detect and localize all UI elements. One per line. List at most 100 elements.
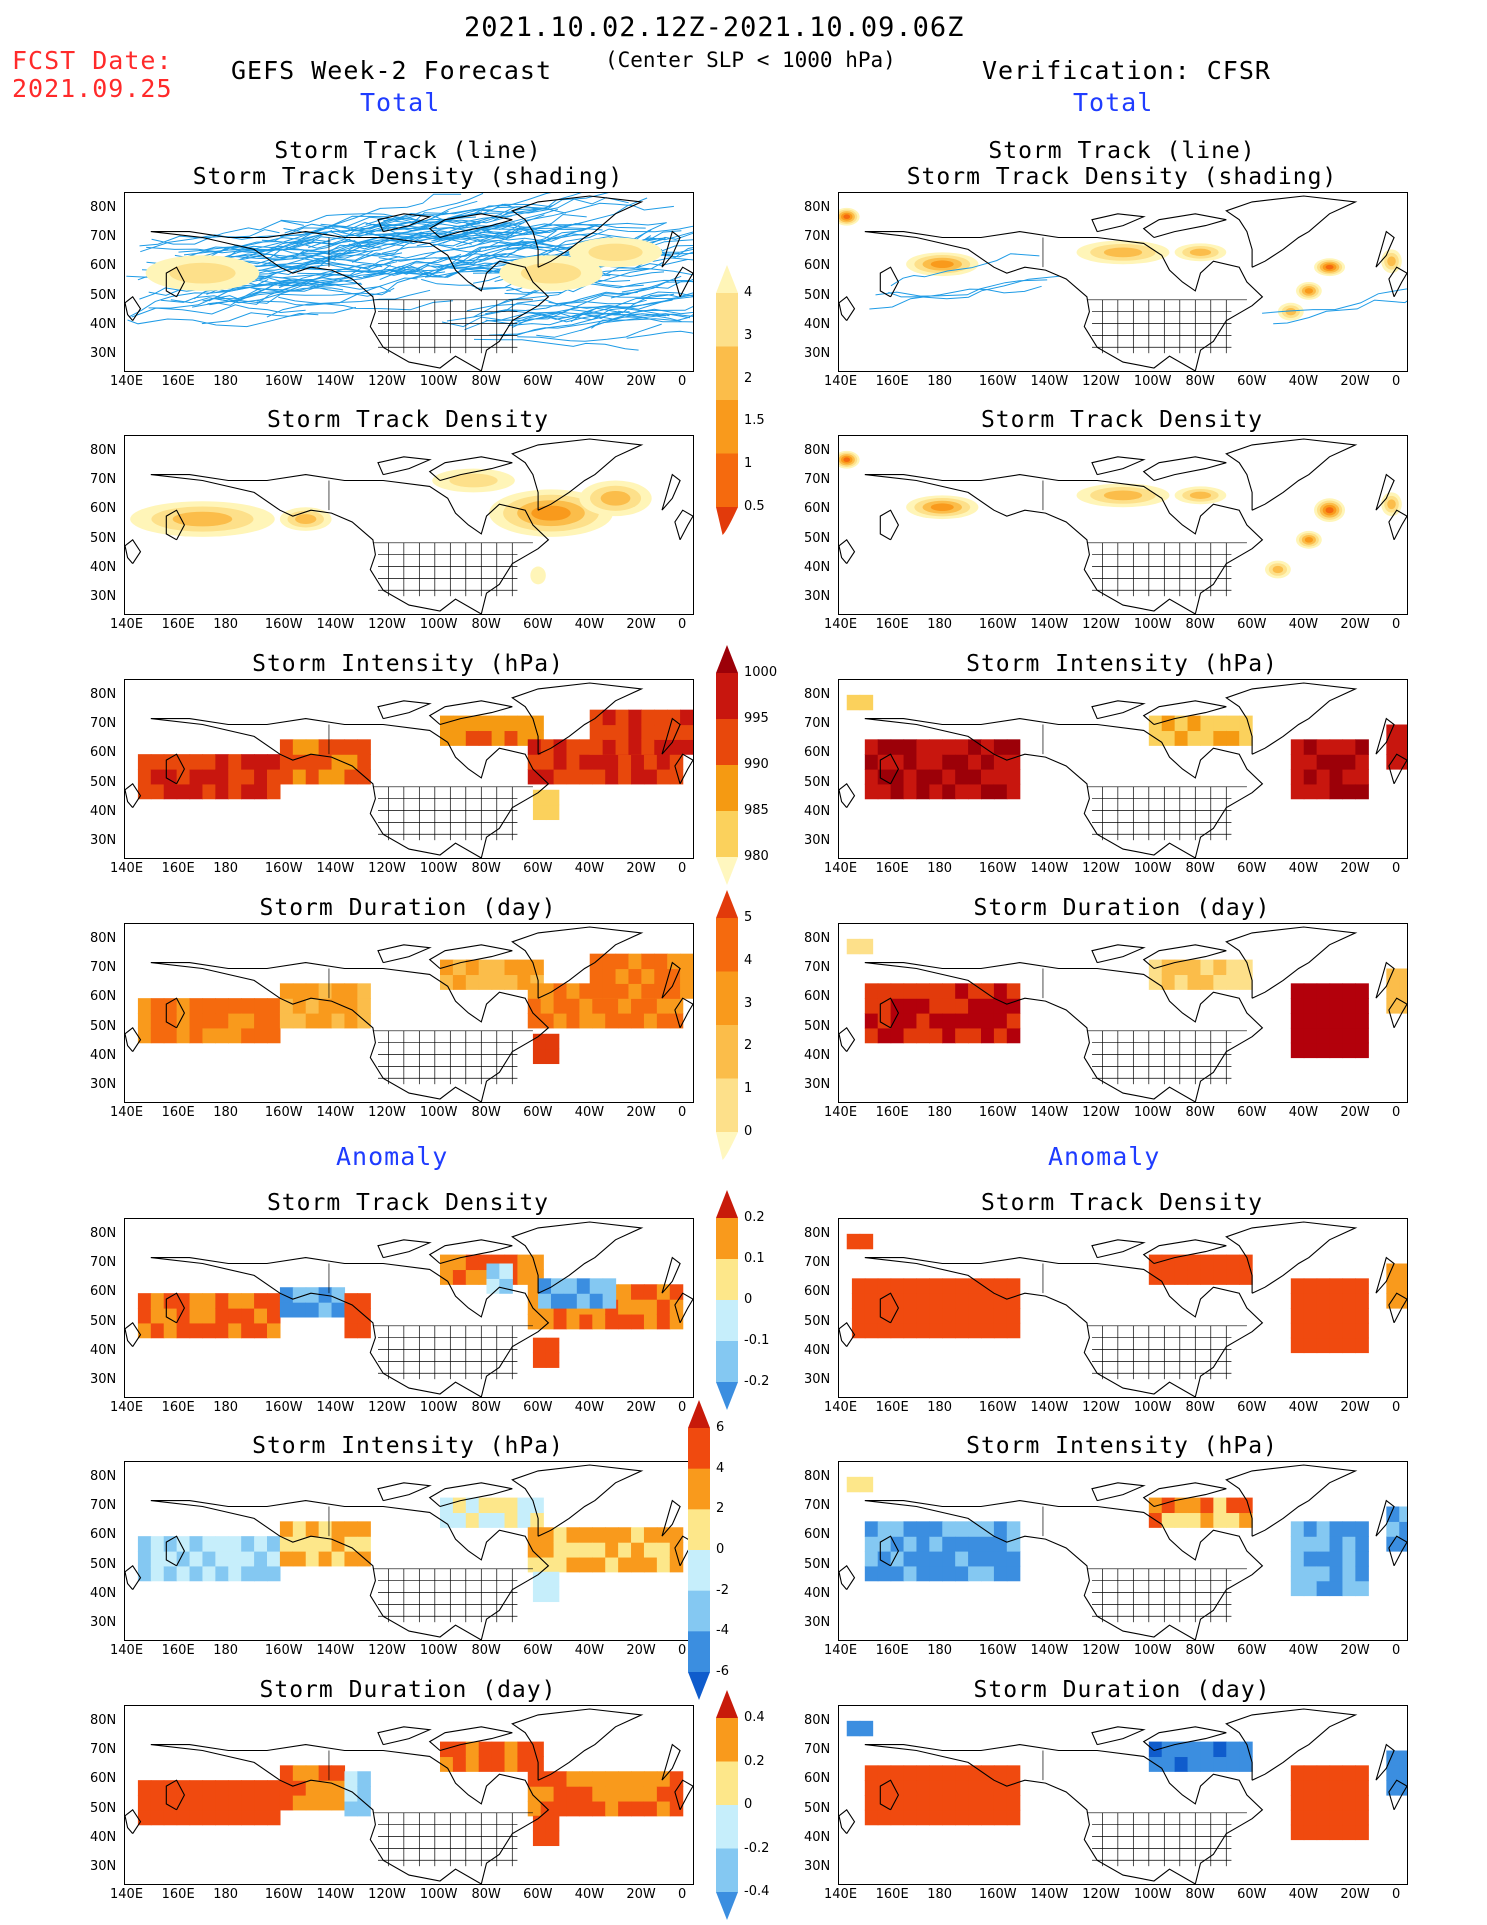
grid-cell <box>331 1551 346 1567</box>
grid-cell <box>968 769 982 785</box>
lon-tick-label: 20W <box>626 374 656 389</box>
grid-cell <box>517 1269 531 1285</box>
grid-cell <box>993 1322 1008 1339</box>
grid-cell <box>1386 739 1400 755</box>
grid-cell <box>163 783 178 800</box>
grid-cell <box>993 998 1008 1014</box>
grid-cell <box>137 1795 152 1811</box>
grid-cell <box>993 1809 1008 1826</box>
grid-cell <box>669 1556 684 1573</box>
grid-cell <box>618 1786 632 1802</box>
grid-cell <box>1342 1293 1356 1309</box>
storm-track-line <box>466 291 638 312</box>
grid-cell <box>993 1536 1008 1552</box>
lat-tick-label: 50N <box>90 1556 117 1572</box>
grid-cell <box>955 1565 969 1582</box>
grid-cell <box>916 1565 930 1582</box>
grid-cell <box>1239 1756 1253 1772</box>
map-panel <box>838 1461 1408 1641</box>
grid-cell <box>680 709 693 726</box>
storm-track-line <box>261 219 421 242</box>
grid-cell <box>279 1302 294 1318</box>
coastline-segment <box>864 474 1264 614</box>
coastline-segment <box>864 231 1264 371</box>
lon-tick-label: 20W <box>626 861 656 876</box>
grid-cell <box>517 1512 531 1528</box>
storm-track-line <box>494 281 644 307</box>
grid-cell <box>846 1720 861 1737</box>
coastline-segment <box>1225 1708 1358 1781</box>
grid-cell <box>189 1322 204 1339</box>
coastline-segment <box>125 1808 142 1834</box>
storm-track-line <box>641 291 693 298</box>
grid-cell <box>331 769 346 785</box>
grid-cell <box>267 1809 281 1826</box>
grid-cell <box>318 998 333 1014</box>
grid-cell <box>540 754 555 770</box>
grid-cell <box>176 1809 191 1826</box>
lat-tick-label: 60N <box>90 501 117 517</box>
grid-cell <box>1316 1308 1331 1324</box>
grid-cells <box>846 1233 1407 1354</box>
grid-cell <box>566 998 580 1014</box>
storm-track-line <box>1262 288 1407 314</box>
grid-cell <box>1239 974 1253 990</box>
grid-cell <box>137 1551 152 1567</box>
grid-cell <box>1174 1756 1189 1772</box>
grid-cell <box>566 1542 580 1558</box>
grid-cell <box>150 1293 165 1309</box>
grid-cell <box>916 1536 930 1552</box>
density-shading <box>839 450 1402 579</box>
state-borders <box>1042 237 1247 354</box>
lon-tick-label: 120W <box>368 1887 406 1902</box>
grid-cell <box>318 769 333 785</box>
lat-tick-label: 60N <box>90 1771 117 1787</box>
grid-cell <box>439 1512 454 1528</box>
grid-cell <box>566 754 580 770</box>
grid-cell <box>150 1795 165 1811</box>
lat-tick-label: 60N <box>804 989 831 1005</box>
grid-cell <box>877 1278 892 1294</box>
grid-cell <box>504 715 519 732</box>
grid-cell <box>1161 1756 1176 1772</box>
coastline-segment <box>674 1535 693 1567</box>
criterion-title: (Center SLP < 1000 hPa) <box>605 48 896 72</box>
grid-cell <box>202 783 216 800</box>
grid-cell <box>667 968 681 984</box>
grid-cell <box>267 769 281 785</box>
grid-cell <box>579 998 593 1014</box>
grid-cell <box>890 983 905 999</box>
lat-tick-label: 50N <box>90 1018 117 1034</box>
lon-tick-label: 40W <box>1288 374 1319 389</box>
density-contour <box>1285 308 1297 316</box>
grid-cell <box>344 1293 358 1309</box>
grid-cell <box>993 1278 1008 1294</box>
grid-cell <box>1200 1497 1214 1514</box>
grid-cell <box>318 1780 333 1796</box>
lat-tick-label: 80N <box>804 687 831 702</box>
grid-cell <box>903 1293 918 1309</box>
grid-cell <box>137 998 152 1014</box>
coastline-segment <box>879 753 900 785</box>
map-panel <box>838 1218 1408 1398</box>
lon-tick-label: 160W <box>978 1105 1017 1120</box>
colorbar-segment <box>716 1025 738 1079</box>
grid-cell <box>189 1536 204 1552</box>
grid-cell <box>1316 998 1331 1014</box>
grid-cell <box>669 1527 684 1543</box>
grid-cell <box>890 1780 905 1796</box>
colorbar-segment <box>716 765 738 812</box>
storm-track-line <box>354 215 513 237</box>
grid-cell <box>267 1013 281 1029</box>
grid-cell <box>532 804 547 821</box>
grid-cell <box>553 769 568 785</box>
lat-tick-label: 80N <box>90 200 117 215</box>
grid-cell <box>631 998 645 1014</box>
colorbar-segment <box>716 1300 738 1342</box>
grid-cell <box>864 1322 879 1339</box>
grid-cell <box>993 1795 1008 1811</box>
map-plot <box>839 1464 1407 1640</box>
grid-cell <box>864 1308 879 1324</box>
grid-cell <box>1316 754 1331 770</box>
grid-cell <box>864 1795 879 1811</box>
